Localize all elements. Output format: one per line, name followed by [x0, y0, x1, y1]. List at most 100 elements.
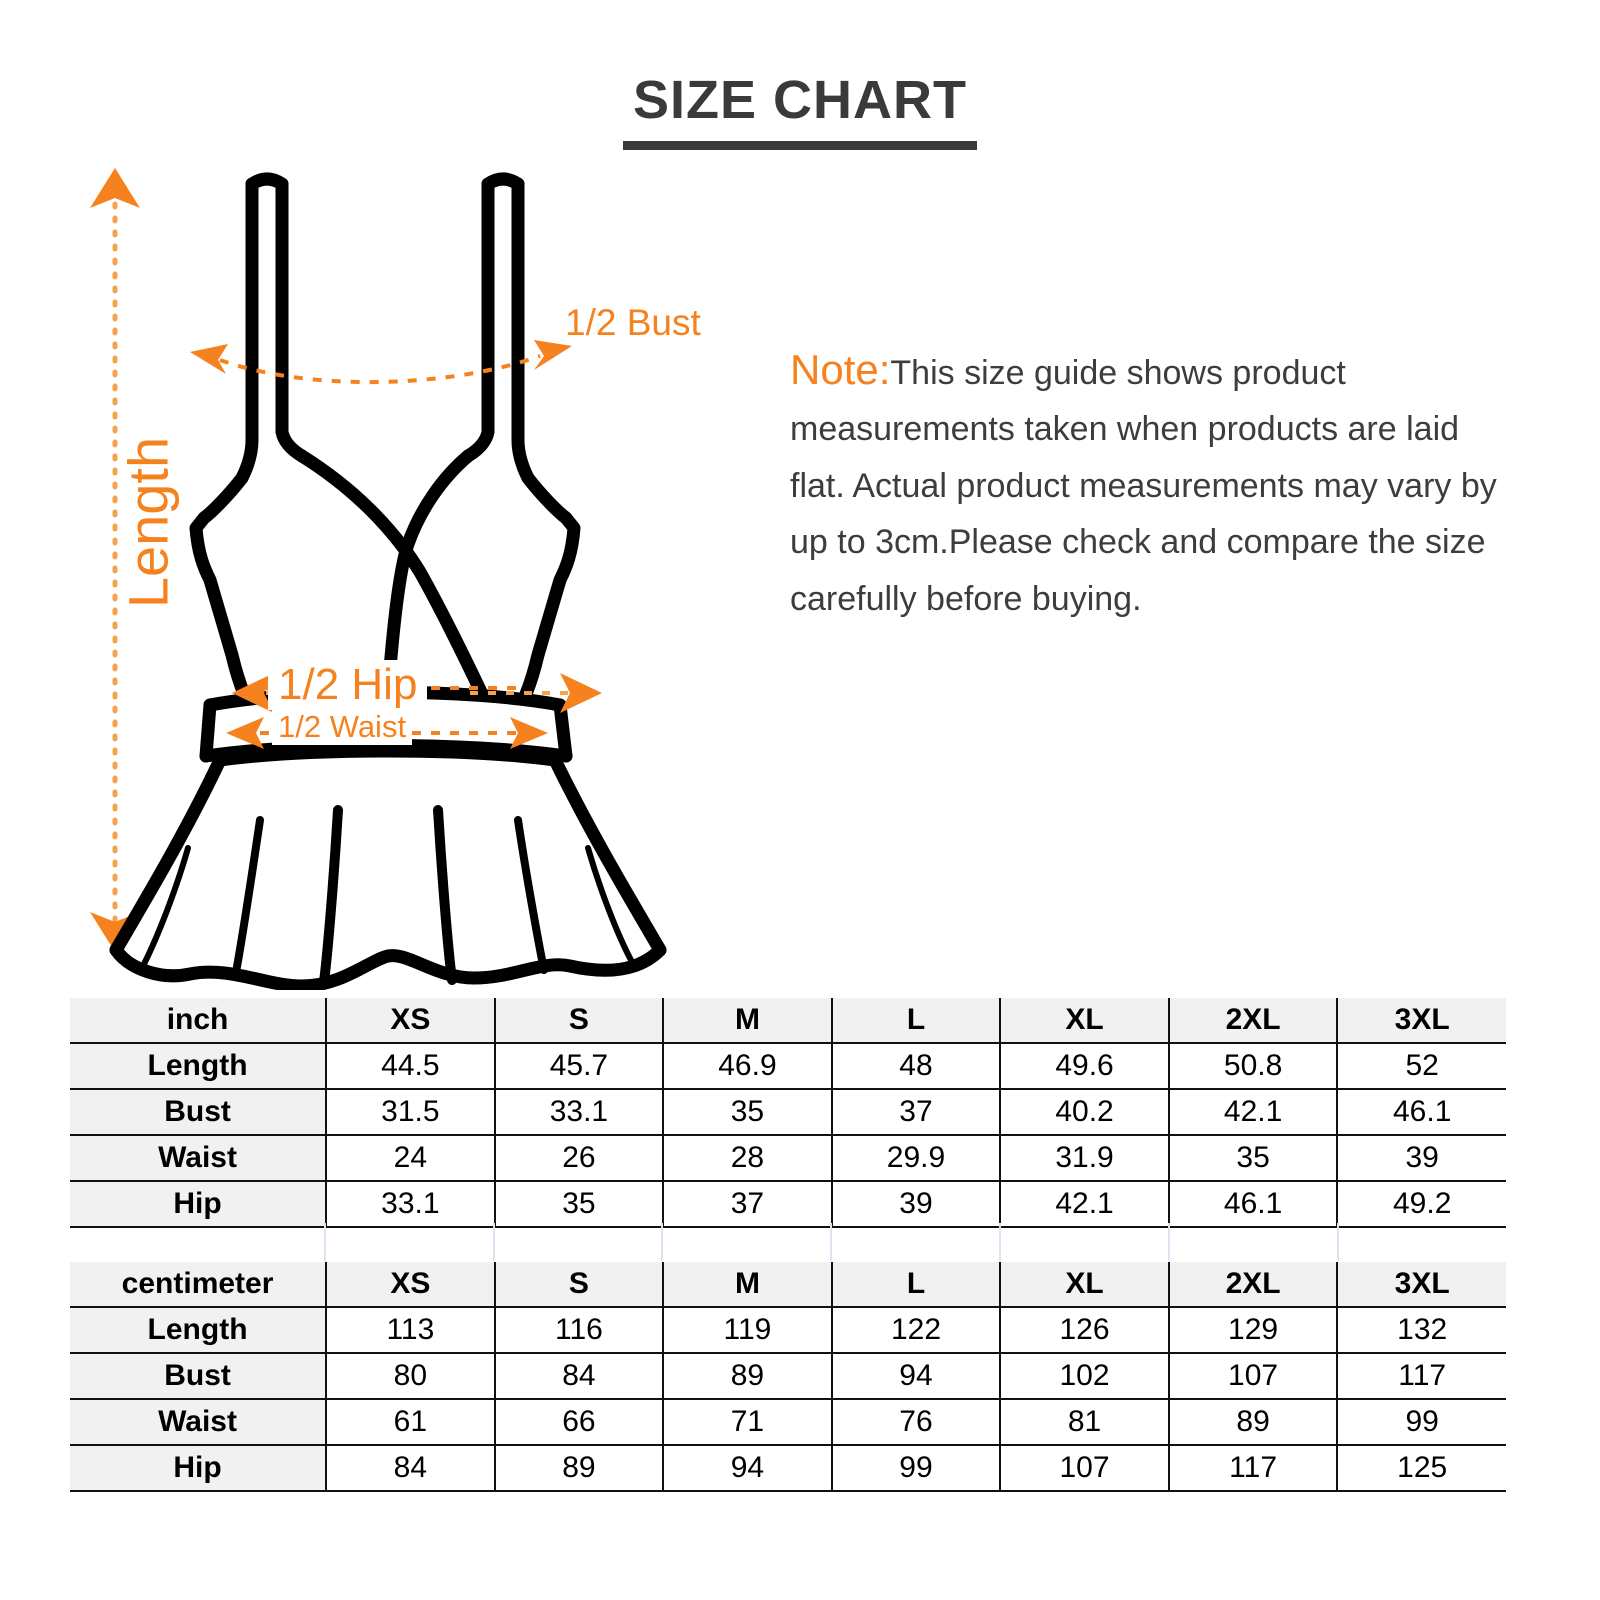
cell-length-xl: 49.6	[999, 1042, 1170, 1090]
note-label: Note:	[790, 346, 891, 393]
size-header-m: M	[662, 998, 832, 1044]
page-title: SIZE CHART	[623, 72, 977, 150]
table-header-row: inch XS S M L XL 2XL 3XL	[70, 998, 1506, 1044]
cell-length-2xl: 50.8	[1167, 1042, 1339, 1090]
cell-bust-2xl: 42.1	[1167, 1088, 1339, 1136]
annotation-half-bust: 1/2 Bust	[565, 302, 701, 343]
cell-waist-m: 71	[662, 1398, 833, 1446]
table-row: Bust 80 84 89 94 102 107 117	[70, 1352, 1506, 1400]
size-header-m: M	[662, 1262, 832, 1308]
cell-length-s: 116	[493, 1306, 665, 1354]
cell-length-2xl: 129	[1167, 1306, 1339, 1354]
table-header-row: centimeter XS S M L XL 2XL 3XL	[70, 1262, 1506, 1308]
cell-length-xs: 44.5	[325, 1042, 496, 1090]
cell-hip-l: 99	[830, 1444, 1002, 1492]
table-row: Bust 31.5 33.1 35 37 40.2 42.1 46.1	[70, 1088, 1506, 1136]
cell-hip-xl: 42.1	[999, 1180, 1170, 1228]
cell-waist-l: 29.9	[830, 1134, 1002, 1182]
row-label-hip: Hip	[70, 1180, 328, 1228]
cell-waist-3xl: 99	[1336, 1398, 1506, 1446]
cell-hip-m: 37	[662, 1180, 833, 1228]
cell-bust-xl: 40.2	[999, 1088, 1170, 1136]
skirt-pleat-lines	[141, 805, 635, 987]
size-header-2xl: 2XL	[1167, 1262, 1338, 1308]
row-label-length: Length	[70, 1042, 328, 1090]
cell-waist-xs: 24	[325, 1134, 496, 1182]
size-header-3xl: 3XL	[1336, 1262, 1506, 1308]
cell-waist-3xl: 39	[1336, 1134, 1506, 1182]
cell-hip-m: 94	[662, 1444, 833, 1492]
cell-length-m: 119	[662, 1306, 833, 1354]
table-row: Hip 84 89 94 99 107 117 125	[70, 1444, 1506, 1492]
cell-waist-s: 26	[493, 1134, 665, 1182]
size-header-l: L	[830, 1262, 1001, 1308]
cell-length-l: 122	[830, 1306, 1002, 1354]
cell-hip-s: 89	[493, 1444, 665, 1492]
title-block: SIZE CHART	[0, 72, 1600, 150]
cell-bust-l: 37	[830, 1088, 1002, 1136]
cell-hip-xs: 33.1	[325, 1180, 496, 1228]
cell-bust-xs: 31.5	[325, 1088, 496, 1136]
table-row: Length 44.5 45.7 46.9 48 49.6 50.8 52	[70, 1042, 1506, 1090]
unit-label-inch: inch	[70, 998, 327, 1044]
note-text: This size guide shows product measuremen…	[790, 354, 1497, 618]
cell-waist-xs: 61	[325, 1398, 496, 1446]
size-header-l: L	[830, 998, 1001, 1044]
cell-waist-m: 28	[662, 1134, 833, 1182]
cell-hip-2xl: 46.1	[1167, 1180, 1339, 1228]
cell-bust-xs: 80	[325, 1352, 496, 1400]
cell-bust-m: 89	[662, 1352, 833, 1400]
size-header-xs: XS	[325, 998, 495, 1044]
size-header-xs: XS	[325, 1262, 495, 1308]
cell-hip-l: 39	[830, 1180, 1002, 1228]
size-header-s: S	[493, 998, 664, 1044]
cell-bust-3xl: 117	[1336, 1352, 1506, 1400]
cell-bust-m: 35	[662, 1088, 833, 1136]
cell-length-m: 46.9	[662, 1042, 833, 1090]
cell-hip-3xl: 49.2	[1336, 1180, 1506, 1228]
cell-hip-2xl: 117	[1167, 1444, 1339, 1492]
annotation-half-hip: 1/2 Hip	[268, 660, 428, 710]
size-table-centimeter: centimeter XS S M L XL 2XL 3XL Length 11…	[70, 1262, 1506, 1492]
table-row: Waist 24 26 28 29.9 31.9 35 39	[70, 1134, 1506, 1182]
cell-hip-xl: 107	[999, 1444, 1170, 1492]
unit-label-centimeter: centimeter	[70, 1262, 327, 1308]
cell-length-3xl: 132	[1336, 1306, 1506, 1354]
cell-length-l: 48	[830, 1042, 1002, 1090]
cell-bust-s: 33.1	[493, 1088, 665, 1136]
cell-waist-2xl: 35	[1167, 1134, 1339, 1182]
cell-bust-3xl: 46.1	[1336, 1088, 1506, 1136]
cell-waist-l: 76	[830, 1398, 1002, 1446]
cell-bust-s: 84	[493, 1352, 665, 1400]
cell-waist-xl: 31.9	[999, 1134, 1170, 1182]
annotation-length: Length	[116, 436, 180, 609]
table-row: Length 113 116 119 122 126 129 132	[70, 1306, 1506, 1354]
cell-length-xl: 126	[999, 1306, 1170, 1354]
row-label-hip: Hip	[70, 1444, 328, 1492]
cell-waist-xl: 81	[999, 1398, 1170, 1446]
size-header-xl: XL	[999, 998, 1169, 1044]
annotation-half-waist: 1/2 Waist	[272, 709, 413, 745]
cell-waist-s: 66	[493, 1398, 665, 1446]
note-block: Note:This size guide shows product measu…	[790, 345, 1515, 627]
dress-illustration: Length 1/2 Bust 1/2 Waist 1/2 Hip	[70, 160, 730, 990]
table-gap-gridlines	[70, 1223, 1506, 1261]
cell-bust-2xl: 107	[1167, 1352, 1339, 1400]
cell-length-3xl: 52	[1336, 1042, 1506, 1090]
cell-hip-s: 35	[493, 1180, 665, 1228]
size-header-s: S	[493, 1262, 664, 1308]
cell-bust-l: 94	[830, 1352, 1002, 1400]
half-bust-dimension-arrow	[190, 340, 572, 385]
row-label-waist: Waist	[70, 1398, 328, 1446]
size-header-3xl: 3XL	[1336, 998, 1506, 1044]
cell-length-xs: 113	[325, 1306, 496, 1354]
table-row: Waist 61 66 71 76 81 89 99	[70, 1398, 1506, 1446]
row-label-bust: Bust	[70, 1352, 328, 1400]
cell-hip-3xl: 125	[1336, 1444, 1506, 1492]
size-header-2xl: 2XL	[1167, 998, 1338, 1044]
row-label-length: Length	[70, 1306, 328, 1354]
size-header-xl: XL	[999, 1262, 1169, 1308]
row-label-waist: Waist	[70, 1134, 328, 1182]
size-table-inch: inch XS S M L XL 2XL 3XL Length 44.5 45.…	[70, 998, 1506, 1228]
cell-waist-2xl: 89	[1167, 1398, 1339, 1446]
